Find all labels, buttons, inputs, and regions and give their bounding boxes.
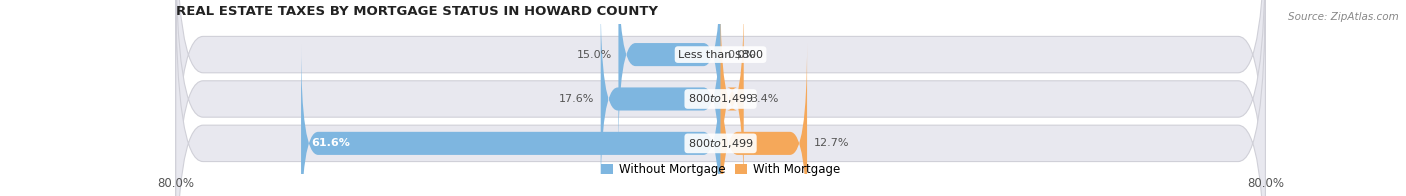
- Text: 0.0%: 0.0%: [727, 50, 755, 60]
- Text: 17.6%: 17.6%: [558, 94, 593, 104]
- FancyBboxPatch shape: [721, 0, 744, 196]
- Text: 3.4%: 3.4%: [751, 94, 779, 104]
- FancyBboxPatch shape: [301, 44, 721, 196]
- Text: 61.6%: 61.6%: [311, 138, 350, 148]
- Text: 15.0%: 15.0%: [576, 50, 612, 60]
- FancyBboxPatch shape: [619, 0, 721, 154]
- Text: Less than $800: Less than $800: [678, 50, 763, 60]
- Text: REAL ESTATE TAXES BY MORTGAGE STATUS IN HOWARD COUNTY: REAL ESTATE TAXES BY MORTGAGE STATUS IN …: [176, 5, 658, 18]
- FancyBboxPatch shape: [176, 0, 1265, 196]
- FancyBboxPatch shape: [600, 0, 721, 196]
- FancyBboxPatch shape: [721, 44, 807, 196]
- Text: $800 to $1,499: $800 to $1,499: [688, 137, 754, 150]
- Text: 12.7%: 12.7%: [814, 138, 849, 148]
- FancyBboxPatch shape: [176, 0, 1265, 196]
- FancyBboxPatch shape: [176, 0, 1265, 196]
- Text: Source: ZipAtlas.com: Source: ZipAtlas.com: [1288, 12, 1399, 22]
- Legend: Without Mortgage, With Mortgage: Without Mortgage, With Mortgage: [596, 158, 845, 181]
- Text: $800 to $1,499: $800 to $1,499: [688, 93, 754, 105]
